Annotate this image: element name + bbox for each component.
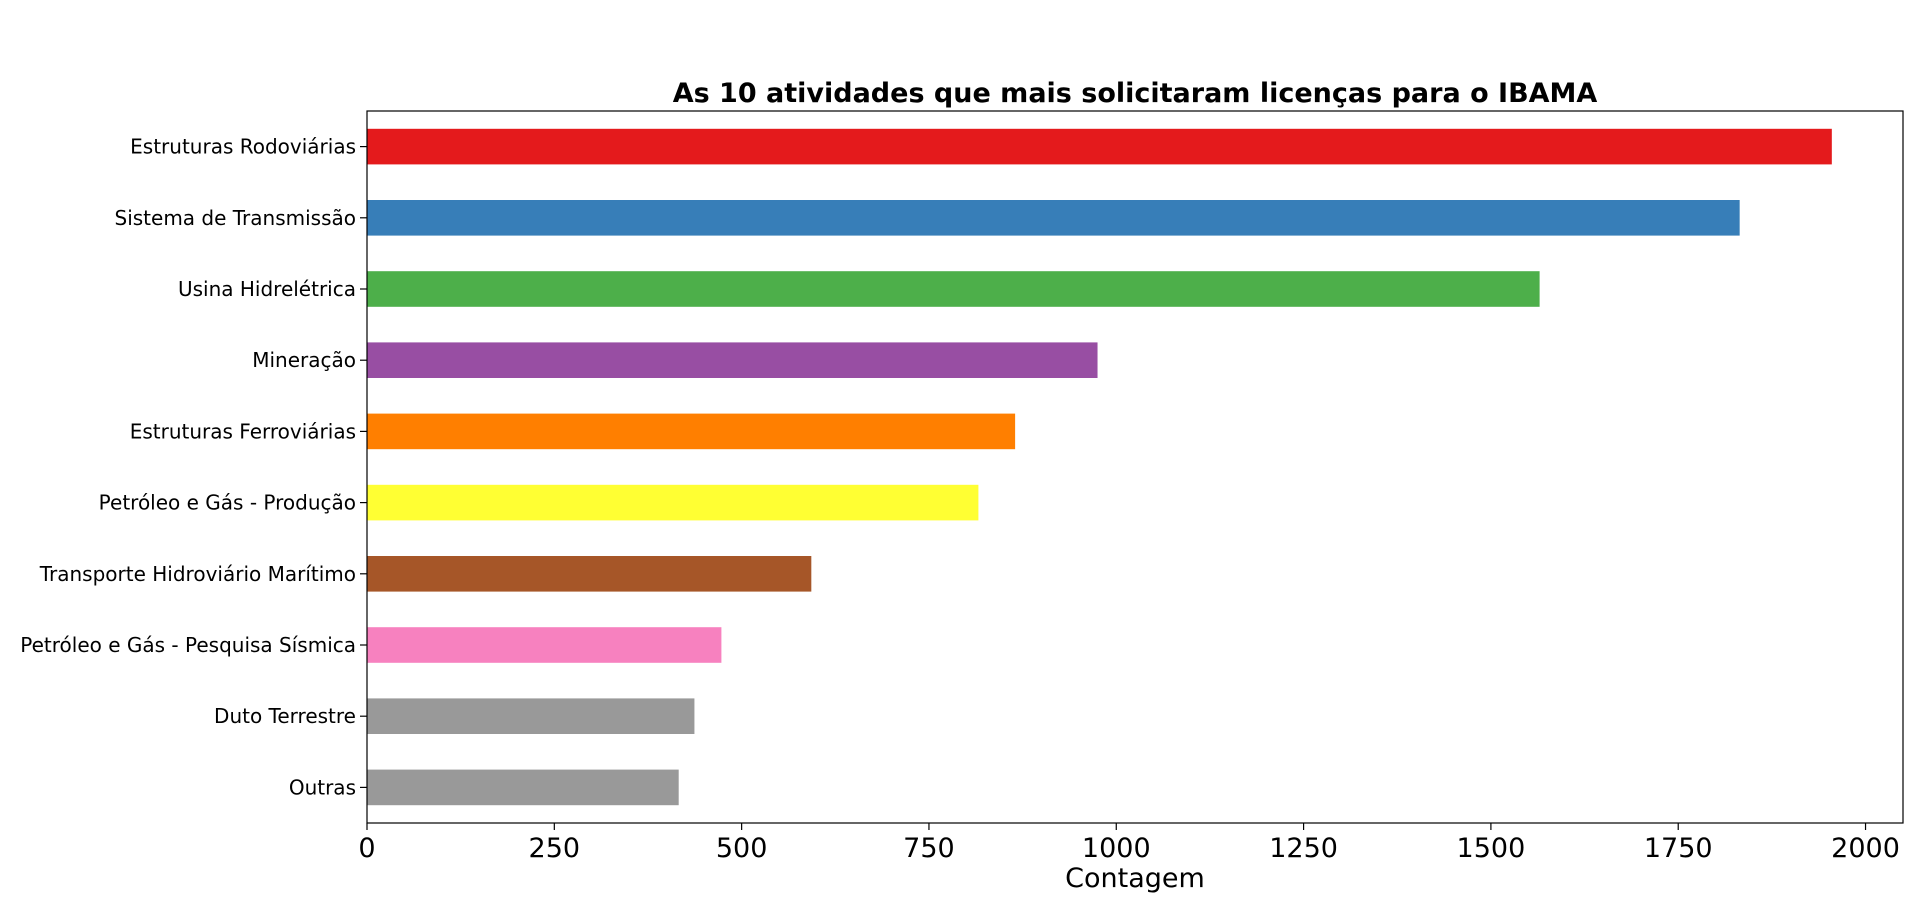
y-tick-label: Sistema de Transmissão xyxy=(115,206,357,230)
y-tick-label: Estruturas Ferroviárias xyxy=(130,419,356,443)
x-tick-label: 500 xyxy=(716,833,768,864)
bar xyxy=(367,413,1016,450)
bar xyxy=(367,484,979,521)
y-tick-label: Petróleo e Gás - Pesquisa Sísmica xyxy=(20,633,356,657)
x-tick-label: 0 xyxy=(358,833,375,864)
plot-area-frame xyxy=(366,110,1904,824)
y-tick-label: Mineração xyxy=(252,348,356,372)
x-tick-label: 1500 xyxy=(1457,833,1526,864)
y-tick-label: Duto Terrestre xyxy=(214,704,356,728)
chart-title: As 10 atividades que mais solicitaram li… xyxy=(673,78,1598,109)
y-tick-label: Petróleo e Gás - Produção xyxy=(99,491,356,515)
x-tick-label: 1250 xyxy=(1269,833,1338,864)
x-tick-label: 250 xyxy=(529,833,581,864)
y-tick-label: Transporte Hidroviário Marítimo xyxy=(39,562,356,586)
x-tick-label: 750 xyxy=(903,833,955,864)
x-tick-label: 1750 xyxy=(1644,833,1713,864)
bar xyxy=(367,556,812,592)
x-tick-label: 1000 xyxy=(1082,833,1151,864)
y-tick-label: Estruturas Rodoviárias xyxy=(130,135,356,159)
bar xyxy=(367,627,722,663)
bar xyxy=(367,342,1098,378)
y-tick-label: Usina Hidrelétrica xyxy=(178,277,356,301)
bar xyxy=(367,769,679,806)
bar xyxy=(367,698,695,734)
x-axis-label: Contagem xyxy=(1065,863,1205,894)
bar xyxy=(367,200,1740,236)
x-tick-label: 2000 xyxy=(1831,833,1900,864)
y-tick-label: Outras xyxy=(289,775,356,799)
bar xyxy=(367,128,1832,165)
bar xyxy=(367,271,1540,307)
